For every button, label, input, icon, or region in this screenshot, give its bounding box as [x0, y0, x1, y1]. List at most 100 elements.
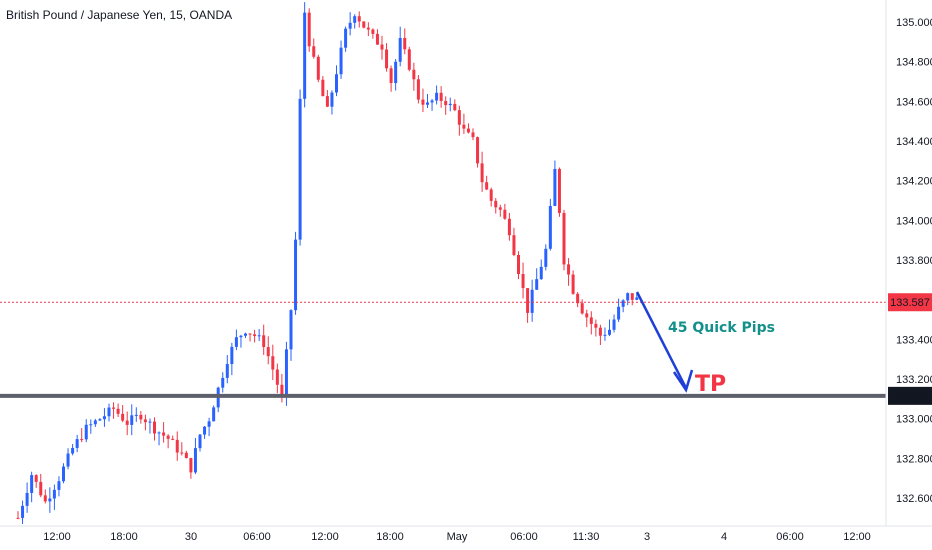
candle-body — [16, 517, 20, 519]
candle-body — [507, 218, 511, 236]
candle-body — [439, 92, 443, 101]
candle-body — [476, 137, 480, 164]
candle-body — [225, 364, 229, 378]
candle-body — [512, 235, 516, 256]
x-tick-label: 12:00 — [843, 531, 871, 543]
candle-body — [444, 100, 448, 106]
arrow-shaft — [635, 291, 688, 389]
candle-body — [166, 435, 170, 439]
y-tick-label: 135.000 — [896, 17, 932, 29]
candle-body — [521, 273, 525, 289]
candle-body — [489, 189, 493, 201]
candle-body — [312, 46, 316, 57]
candle-body — [148, 421, 152, 423]
candle-body — [84, 424, 88, 440]
x-tick-label: 18:00 — [376, 531, 404, 543]
candle-body — [321, 79, 325, 97]
candle-body — [80, 439, 84, 441]
candle-body — [353, 16, 357, 23]
candle-body — [562, 212, 566, 265]
candle-body — [139, 414, 143, 420]
candle-body — [635, 297, 639, 300]
candle-body — [107, 407, 111, 417]
candle-body — [280, 384, 284, 396]
x-tick-label: 06:00 — [510, 531, 538, 543]
candle-body — [344, 28, 348, 48]
candle-body — [316, 56, 320, 80]
y-tick-label: 133.800 — [896, 255, 932, 267]
candle-body — [184, 452, 188, 459]
symbol-title: British Pound / Japanese Yen, 15, OANDA — [6, 8, 233, 22]
candle-body — [576, 293, 580, 304]
y-tick-label: 132.600 — [896, 493, 932, 505]
candle-body — [435, 92, 439, 101]
candle-body — [180, 452, 184, 454]
candle-body — [234, 337, 238, 347]
current-price-badge — [888, 293, 932, 312]
candle-body — [617, 306, 621, 320]
candle-body — [34, 475, 38, 482]
candle-body — [262, 335, 266, 348]
candle-body — [89, 424, 93, 426]
candle-body — [175, 439, 179, 453]
candle-body — [394, 61, 398, 84]
candle-body — [57, 481, 61, 490]
candle-body — [62, 466, 65, 482]
candle-body — [116, 408, 120, 414]
support-level-badge — [888, 386, 932, 405]
candle-body — [339, 47, 343, 75]
x-tick-label: May — [447, 531, 468, 543]
candle-body — [407, 49, 411, 70]
quick-pips-label: 45 Quick Pips — [668, 320, 775, 336]
candle-body — [426, 102, 429, 105]
candle-body — [535, 279, 539, 290]
candle-body — [594, 323, 598, 328]
y-tick-label: 133.000 — [896, 414, 932, 426]
candle-body — [471, 132, 475, 138]
x-tick-label: 30 — [185, 531, 197, 543]
candle-body — [539, 266, 543, 280]
candle-body — [303, 12, 307, 99]
candle-body — [102, 416, 106, 420]
candle-body — [48, 498, 52, 502]
candle-body — [193, 448, 197, 473]
candle-body — [585, 313, 589, 318]
candle-body — [485, 182, 489, 190]
candle-body — [307, 12, 311, 47]
candle-body — [630, 293, 634, 300]
price-axis[interactable]: 135.000 134.800 134.600 134.400 134.200 134.0… — [896, 17, 932, 505]
candle-body — [248, 333, 252, 335]
candle-body — [366, 27, 370, 30]
candle-body — [567, 264, 571, 275]
x-tick-label: 12:00 — [311, 531, 339, 543]
candle-body — [66, 453, 70, 467]
y-tick-label: 132.800 — [896, 453, 932, 465]
candle-body — [462, 124, 466, 129]
current-price-badge-label: 133.587 — [890, 297, 930, 309]
candle-body — [203, 426, 207, 435]
candle-body — [294, 239, 298, 311]
candle-body — [526, 288, 530, 313]
candle-body — [98, 419, 102, 421]
candle-body — [403, 37, 407, 50]
candle-body — [453, 103, 457, 111]
tp-label: TP — [695, 372, 726, 397]
candle-body — [589, 317, 593, 324]
candle-body — [257, 335, 261, 337]
candle-body — [171, 438, 175, 440]
candle-body — [239, 335, 243, 338]
x-tick-label: 11:30 — [573, 531, 600, 543]
candle-body — [626, 293, 630, 301]
y-tick-label: 133.200 — [896, 374, 932, 386]
candle-body — [335, 74, 338, 93]
y-tick-label: 133.400 — [896, 334, 932, 346]
y-tick-label: 134.800 — [896, 57, 932, 69]
candle-body — [93, 420, 97, 425]
candle-body — [530, 289, 534, 313]
x-tick-label: 3 — [644, 531, 650, 543]
time-axis[interactable]: 12:00 18:00 30 06:00 12:00 18:00 May 06:00 11:30… — [43, 531, 871, 543]
x-tick-label: 18:00 — [110, 531, 138, 543]
candle-body — [266, 347, 270, 357]
